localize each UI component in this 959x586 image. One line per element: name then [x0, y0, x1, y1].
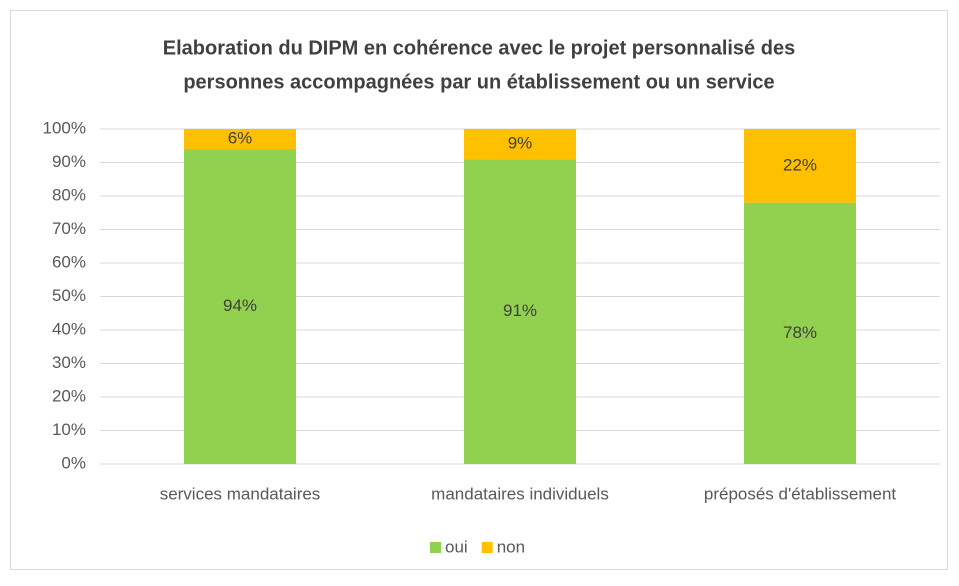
x-tick-label: préposés d'établissement [704, 484, 897, 503]
y-tick-label: 90% [52, 152, 86, 171]
bar-segment [744, 129, 856, 203]
x-tick-label: services mandataires [160, 484, 321, 503]
bar-segment [464, 129, 576, 160]
bar-segment [184, 149, 296, 464]
legend-label: oui [445, 537, 468, 556]
chart-title: Elaboration du DIPM en cohérence avec le… [163, 37, 795, 59]
y-tick-label: 60% [52, 252, 86, 271]
y-tick-label: 30% [52, 353, 86, 372]
y-tick-label: 50% [52, 286, 86, 305]
y-tick-label: 80% [52, 185, 86, 204]
bar-segment [744, 202, 856, 464]
data-label: 94% [223, 296, 257, 315]
y-tick-label: 0% [61, 453, 86, 472]
data-label: 6% [228, 129, 253, 148]
legend-swatch [481, 542, 493, 553]
bar-segment [464, 159, 576, 464]
data-label: 91% [503, 301, 537, 320]
y-tick-label: 70% [52, 219, 86, 238]
x-tick-label: mandataires individuels [431, 484, 609, 503]
data-label: 78% [783, 323, 817, 342]
y-tick-label: 40% [52, 319, 86, 338]
data-label: 9% [508, 134, 533, 153]
data-label: 22% [783, 155, 817, 174]
y-tick-label: 100% [43, 118, 86, 137]
y-tick-label: 20% [52, 386, 86, 405]
chart-title: personnes accompagnées par un établissem… [183, 71, 774, 93]
y-tick-label: 10% [52, 420, 86, 439]
legend-swatch [430, 542, 441, 553]
legend-label: non [497, 537, 525, 556]
bar-segment [184, 129, 296, 150]
